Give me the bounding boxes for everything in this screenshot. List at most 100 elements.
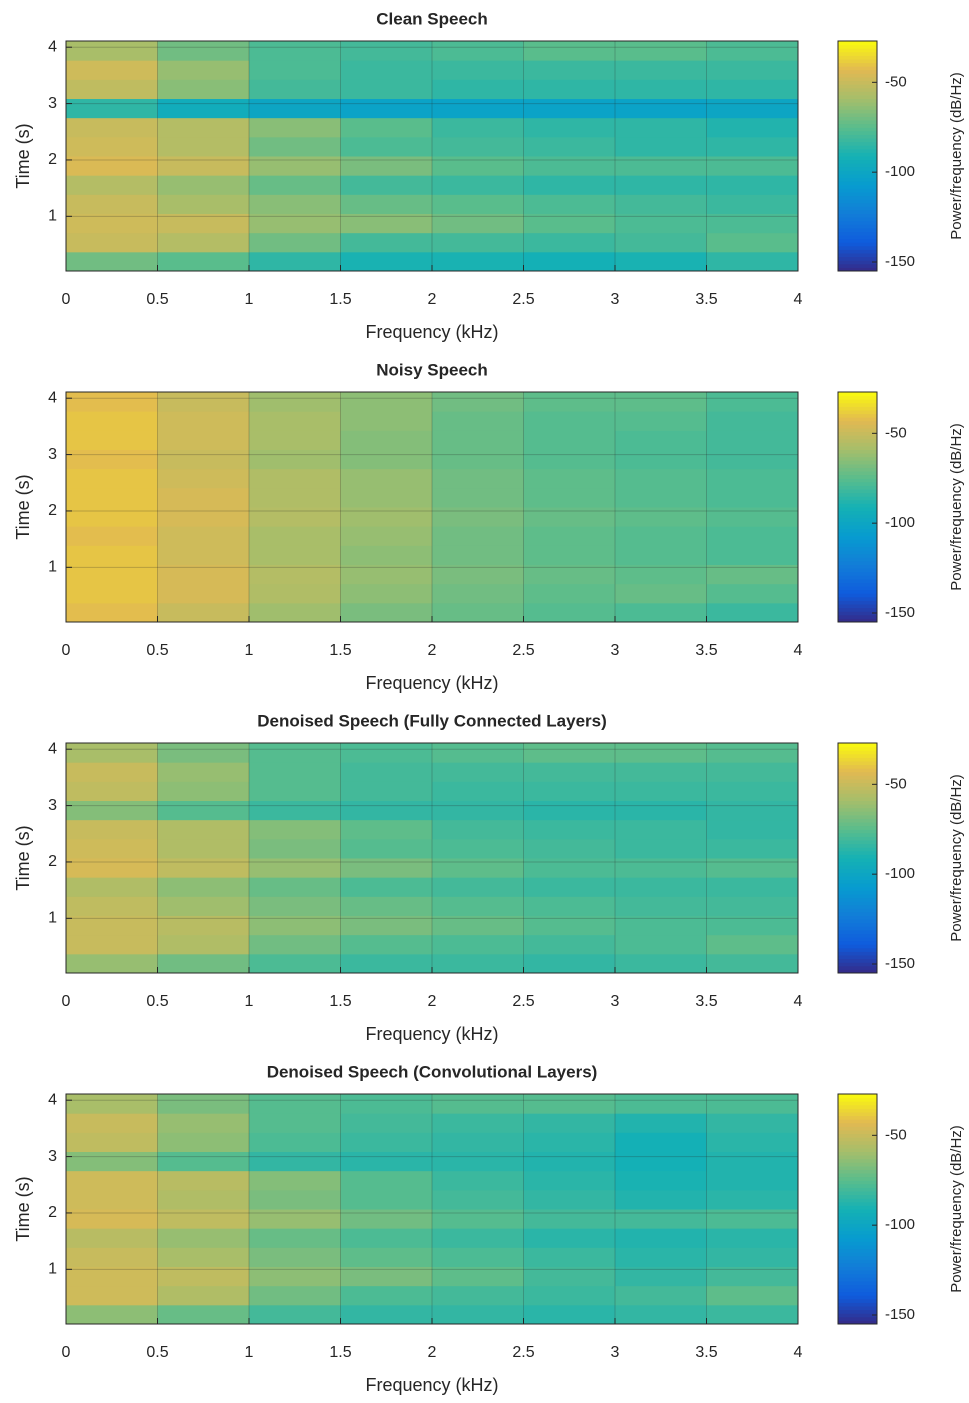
cell: [432, 213, 524, 234]
cell: [66, 117, 158, 138]
cell: [615, 1151, 707, 1172]
cell: [340, 602, 433, 622]
y-tick-label: 2: [48, 1204, 57, 1221]
cell: [157, 877, 250, 897]
cell: [66, 877, 158, 897]
cell: [340, 762, 433, 782]
colorbar-tick-label: -150: [885, 955, 915, 972]
cell: [157, 1304, 250, 1324]
cell: [615, 41, 707, 61]
colorbar-swatch: [838, 1162, 877, 1167]
panel: 0 0.5 1 1.5 2 2.5 3 3.5 4 1 2 3 4 Noisy Speech Frequen…: [13, 360, 965, 692]
cell: [340, 800, 433, 821]
cell: [706, 1094, 798, 1114]
colorbar-swatch: [838, 575, 877, 580]
cell: [249, 545, 341, 565]
cell: [340, 838, 433, 859]
chart-title: Denoised Speech (Fully Connected Layers): [257, 711, 607, 730]
x-tick-label: 2.5: [512, 291, 534, 308]
cell: [523, 858, 616, 878]
colorbar-swatch: [838, 614, 877, 619]
x-tick-label: 0: [62, 1344, 71, 1361]
y-axis-label: Time (s): [13, 825, 33, 890]
cell: [523, 896, 616, 916]
cells: [66, 41, 798, 271]
colorbar-swatch: [838, 507, 877, 512]
cell: [66, 800, 158, 821]
colorbar-tick-label: -150: [885, 253, 915, 270]
x-tick-label: 0: [62, 291, 71, 308]
cell: [523, 1113, 616, 1133]
cell: [157, 232, 250, 253]
cell: [340, 136, 433, 157]
colorbar-swatch: [838, 893, 877, 899]
axes-frame: [65, 391, 799, 623]
cell: [432, 117, 524, 138]
colorbar-swatch: [838, 958, 877, 963]
colorbar-swatch: [838, 840, 877, 845]
cell: [340, 411, 433, 431]
colorbar-swatch: [838, 800, 877, 805]
x-tick-label: 4: [794, 291, 803, 308]
colorbar-swatch: [838, 514, 877, 519]
colorbar-swatch: [838, 102, 877, 107]
colorbar-frame: [837, 40, 878, 272]
colorbar-swatch: [838, 807, 877, 812]
cell: [66, 1151, 158, 1172]
y-tick-label: 4: [48, 1091, 57, 1108]
colorbar-swatch: [838, 955, 877, 960]
colorbar-swatch: [838, 41, 877, 46]
cell: [432, 60, 524, 80]
colorbar-swatch: [838, 1273, 877, 1278]
colorbar-swatch: [838, 177, 877, 182]
cell: [66, 1113, 158, 1133]
x-tick-label: 1: [245, 1344, 254, 1361]
cell: [66, 1209, 158, 1229]
colorbar-swatch: [838, 915, 877, 920]
cell: [432, 1189, 524, 1210]
colorbar-swatch: [838, 51, 877, 56]
cell: [523, 136, 616, 157]
colorbar-swatch: [838, 238, 877, 243]
colorbar-swatch: [838, 91, 877, 96]
colorbar-swatch: [838, 1298, 877, 1303]
cell: [432, 1113, 524, 1133]
y-tick-label: 1: [48, 1261, 57, 1278]
colorbar-swatch: [838, 1316, 877, 1321]
cell: [340, 1209, 433, 1229]
panel: 0 0.5 1 1.5 2 2.5 3 3.5 4 1 2 3 4 Clean Speech Frequen…: [13, 9, 965, 341]
colorbar-swatch: [838, 1320, 877, 1325]
colorbar-swatch: [838, 811, 877, 816]
x-tick-label: 3.5: [695, 993, 717, 1010]
colorbar-swatch: [838, 1111, 877, 1117]
cell: [157, 1132, 250, 1152]
cell: [615, 819, 707, 840]
colorbar-swatch: [838, 1266, 877, 1271]
colorbar-swatch: [838, 854, 877, 859]
colorbar-swatch: [838, 442, 877, 447]
cell: [66, 762, 158, 782]
y-axis-label: Time (s): [13, 1176, 33, 1241]
colorbar-swatch: [838, 1259, 877, 1264]
x-tick-label: 2: [428, 291, 437, 308]
cell: [249, 1247, 341, 1267]
x-axis-label: Frequency (kHz): [365, 1375, 498, 1395]
cell: [706, 934, 798, 955]
cell: [523, 449, 616, 470]
x-tick-label: 1.5: [329, 993, 351, 1010]
cell: [706, 117, 798, 138]
cell: [157, 1247, 250, 1267]
cell: [615, 1266, 707, 1287]
cell: [66, 743, 158, 763]
cell: [432, 819, 524, 840]
cell: [157, 1266, 250, 1287]
cell: [706, 487, 798, 508]
axes-frame: [65, 1093, 799, 1325]
cell: [432, 1209, 524, 1229]
cell: [249, 1266, 341, 1287]
cell: [523, 1094, 616, 1114]
cell: [249, 583, 341, 604]
colorbar-swatch: [838, 510, 877, 515]
cell: [340, 175, 433, 195]
cell: [157, 583, 250, 604]
